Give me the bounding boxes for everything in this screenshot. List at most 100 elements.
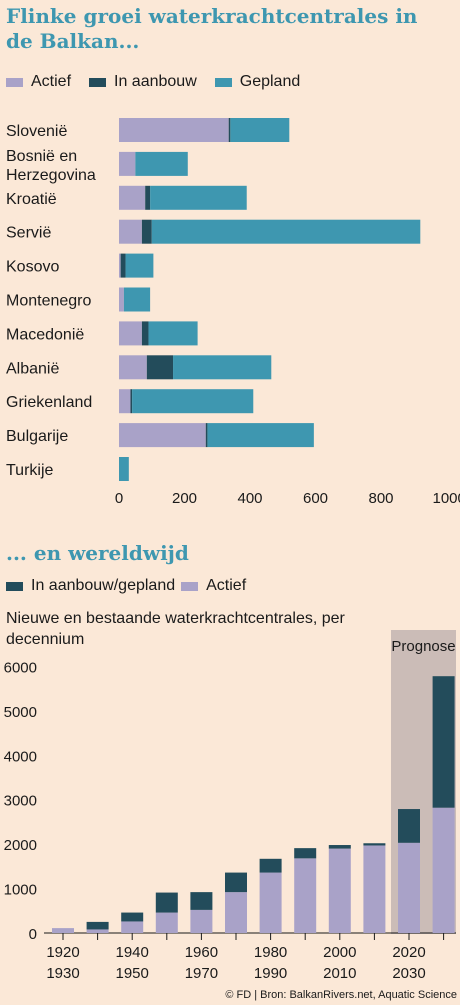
category-label-montenegro: Montenegro [6,293,91,310]
legend-swatch-gepland [214,77,232,87]
x-tick-label-1930: 1930 [46,965,79,982]
bar-1970-in-aanbouw-gepland [225,872,247,893]
x-tick-label-1950: 1950 [116,965,149,982]
bar-griekenland-in-aanbouw [130,389,133,414]
chart-title-world: ... en wereldwijd [6,541,189,565]
category-label-line: Bosnië en [6,148,77,165]
bar-slovenie-gepland [230,118,290,142]
bar-griekenland-gepland [132,389,254,414]
bar-2000-in-aanbouw-gepland [328,845,351,849]
x-tick-label-400: 400 [237,490,262,507]
bar-2010-actief [363,845,386,933]
bar-1960-actief [190,909,213,933]
bar-macedonie-in-aanbouw [141,321,149,346]
legend-item-in-aanbouw-gepland: In aanbouw/gepland [6,577,175,595]
bar-servie-gepland [151,219,421,244]
bar-1920-actief [52,928,74,933]
x-tick-label-2010: 2010 [323,965,356,982]
x-tick-label-800: 800 [368,490,393,507]
bar-servie-actief [119,219,142,244]
legend-balkan: Actief In aanbouw Gepland [6,73,318,91]
bar-bosnie-en-herzegovina-gepland [135,151,188,176]
bar-albanie-gepland [173,355,272,380]
bar-1990-in-aanbouw-gepland [294,848,317,859]
legend-swatch-actief [6,77,23,87]
bar-bosnie-en-herzegovina-actief [119,151,136,176]
bar-slovenie-actief [119,118,229,142]
legend-item-in-aanbouw: In aanbouw [89,73,197,91]
bar-1930-in-aanbouw-gepland [86,921,109,930]
source-credit: © FD | Bron: BalkanRivers.net, Aquatic S… [225,989,457,1001]
x-tick-label-0: 0 [115,490,123,507]
x-tick-label-600: 600 [303,490,328,507]
y-tick-label-1000: 1000 [4,882,37,899]
bar-2020-in-aanbouw-gepland [398,809,420,843]
x-tick-label-1980: 1980 [254,944,287,961]
x-tick-label-1940: 1940 [116,944,149,961]
bar-2000-actief [328,848,351,933]
bar-2030-in-aanbouw-gepland [432,676,455,808]
legend-swatch-in-aanbouw [89,77,107,87]
bar-2030-actief [432,807,455,933]
bar-turkije-gepland [119,457,129,481]
category-label-turkije: Turkije [6,462,54,479]
category-label-macedonie: Macedonië [6,326,84,343]
bar-1950-actief [155,912,178,933]
bar-albanie-actief [119,355,147,380]
bar-albanie-in-aanbouw [146,355,174,380]
bar-1950-in-aanbouw-gepland [155,892,178,913]
legend-label-actief: Actief [31,73,72,90]
bar-kosovo-gepland [125,253,154,278]
legend-item-actief-world: Actief [181,577,246,595]
category-label-line: Herzegovina [6,167,96,184]
bar-bulgarije-actief [119,423,206,448]
legend-item-actief: Actief [6,73,71,91]
prognose-label: Prognose [391,638,455,655]
bar-1980-actief [259,872,282,933]
bar-macedonie-actief [119,321,142,346]
bar-1930-actief [86,929,109,933]
bar-macedonie-gepland [148,321,198,346]
balkan-bar-chart: Slovenië Bosnië en Herzegovina Kroatië Servi… [6,118,460,507]
legend-label-actief-world: Actief [206,577,247,594]
bar-kroatie-in-aanbouw [145,185,151,210]
bar-montenegro-actief [119,287,124,312]
y-tick-label-0: 0 [29,926,37,943]
legend-label-in-aanbouw: In aanbouw [114,73,197,90]
legend-label-in-aanbouw-gepland: In aanbouw/gepland [31,577,176,594]
bar-bulgarije-in-aanbouw [205,423,208,448]
y-tick-label-3000: 3000 [4,793,37,810]
bar-kosovo-actief [119,253,121,278]
y-tick-label-5000: 5000 [4,704,37,721]
x-tick-label-1000: 1000 [433,490,460,507]
bar-servie-in-aanbouw [141,219,152,244]
legend-world: In aanbouw/gepland Actief [6,577,264,595]
bar-1940-actief [121,921,144,933]
bar-montenegro-gepland [123,287,151,312]
bar-1940-in-aanbouw-gepland [121,912,144,922]
category-label-slovenie: Slovenië [6,123,67,140]
legend-label-gepland: Gepland [239,73,301,90]
bar-1990-actief [294,858,317,933]
y-tick-label-4000: 4000 [4,748,37,765]
x-tick-label-2000: 2000 [323,944,356,961]
x-tick-label-1920: 1920 [46,944,79,961]
bar-slovenie-in-aanbouw [228,118,231,142]
bar-1980-in-aanbouw-gepland [259,858,282,873]
bar-1960-in-aanbouw-gepland [190,892,213,910]
bar-2020-actief [398,842,420,933]
legend-swatch-in-aanbouw-gepland [6,581,23,591]
category-label-kosovo: Kosovo [6,259,59,276]
bar-kroatie-gepland [150,185,247,210]
legend-item-gepland: Gepland [214,73,301,91]
category-label-griekenland: Griekenland [6,394,92,411]
bar-griekenland-actief [119,389,131,414]
bar-kosovo-in-aanbouw [120,253,126,278]
x-tick-label-1960: 1960 [185,944,218,961]
chart-subtitle-world: Nieuwe en bestaande waterkrachtcentrales… [6,610,345,648]
x-tick-label-1970: 1970 [185,965,218,982]
category-label-bosnie-en-herzegovina: Bosnië en Herzegovina [6,148,96,184]
x-tick-label-200: 200 [172,490,197,507]
category-label-kroatie: Kroatië [6,191,57,208]
